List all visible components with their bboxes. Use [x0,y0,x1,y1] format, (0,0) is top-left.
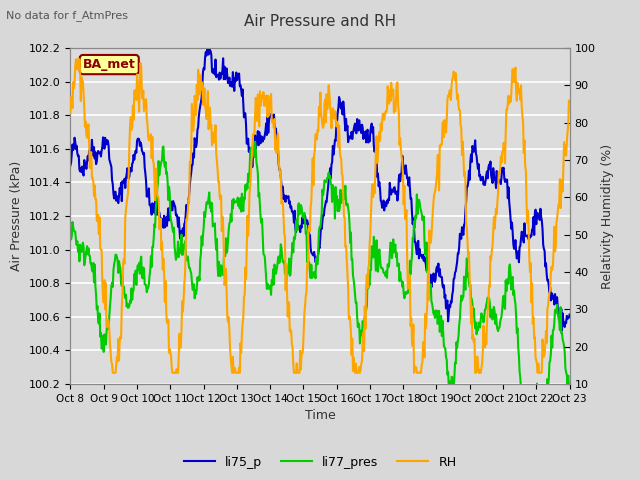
li75_p [396,171,403,177]
RH [129,125,136,131]
Y-axis label: Air Pressure (kPa): Air Pressure (kPa) [10,161,23,271]
li77_pres [76,259,83,264]
li77_pres [381,270,388,276]
RH [179,309,187,315]
RH [382,108,390,114]
Line: li77_pres: li77_pres [70,142,570,420]
li77_pres [566,384,573,390]
Line: RH: RH [70,59,570,373]
li77_pres [396,278,403,284]
RH [72,56,80,62]
RH [205,117,213,123]
Text: Air Pressure and RH: Air Pressure and RH [244,14,396,29]
X-axis label: Time: Time [305,409,335,422]
li77_pres [524,418,531,423]
Legend: li75_p, li77_pres, RH: li75_p, li77_pres, RH [179,451,461,474]
li75_p [566,312,573,317]
RH [67,110,74,116]
li75_p [381,199,388,205]
li77_pres [252,139,259,144]
li77_pres [204,201,212,206]
li77_pres [178,232,186,238]
Y-axis label: Relativity Humidity (%): Relativity Humidity (%) [601,144,614,288]
Line: li75_p: li75_p [70,48,570,331]
RH [566,99,573,105]
li77_pres [127,300,134,306]
RH [76,68,84,74]
li75_p [205,52,212,58]
li77_pres [67,225,74,231]
Text: BA_met: BA_met [83,58,136,71]
Text: No data for f_AtmPres: No data for f_AtmPres [6,10,129,21]
li75_p [127,166,134,172]
li75_p [204,45,212,51]
li75_p [558,328,566,334]
li75_p [67,163,74,168]
RH [396,135,404,141]
RH [109,370,116,376]
li75_p [178,238,186,243]
li75_p [76,167,83,172]
